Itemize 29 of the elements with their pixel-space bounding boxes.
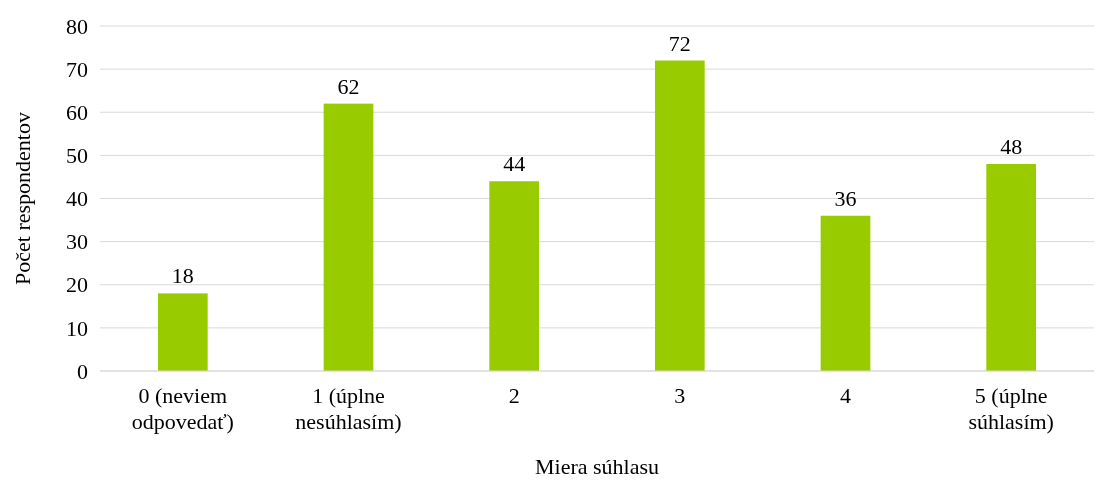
data-label: 44: [503, 151, 526, 177]
y-tick-label: 10: [66, 315, 88, 341]
data-label: 72: [668, 30, 691, 56]
y-tick-label: 80: [66, 13, 88, 39]
x-axis-title: Miera súhlasu: [534, 454, 660, 479]
data-label: 36: [834, 185, 857, 211]
data-label: 18: [171, 263, 194, 289]
bar: [654, 60, 705, 371]
x-tick-label: 3: [674, 383, 686, 408]
bar: [820, 215, 871, 371]
bar: [157, 293, 208, 371]
y-tick-label: 0: [77, 358, 88, 384]
bar: [986, 164, 1037, 371]
x-tick-label: 2: [508, 383, 520, 408]
bar: [489, 181, 540, 371]
x-tick-label: 4: [840, 383, 851, 408]
y-tick-label: 30: [66, 229, 88, 255]
x-tick-label: 5 (úplne súhlasím): [968, 383, 1054, 434]
y-tick-label: 50: [66, 143, 88, 169]
data-label: 62: [337, 73, 360, 99]
data-label: 48: [1000, 134, 1023, 159]
x-tick-label: 1 (úplne nesúhlasím): [295, 383, 402, 434]
x-tick-label: 0 (neviem odpovedať): [131, 383, 234, 434]
y-tick-label: 70: [66, 56, 88, 82]
y-axis-title: Počet respondentov: [10, 112, 35, 285]
y-tick-label: 60: [66, 99, 88, 125]
y-tick-label: 40: [66, 186, 88, 212]
y-tick-label: 20: [66, 272, 88, 298]
bar: [323, 103, 374, 371]
